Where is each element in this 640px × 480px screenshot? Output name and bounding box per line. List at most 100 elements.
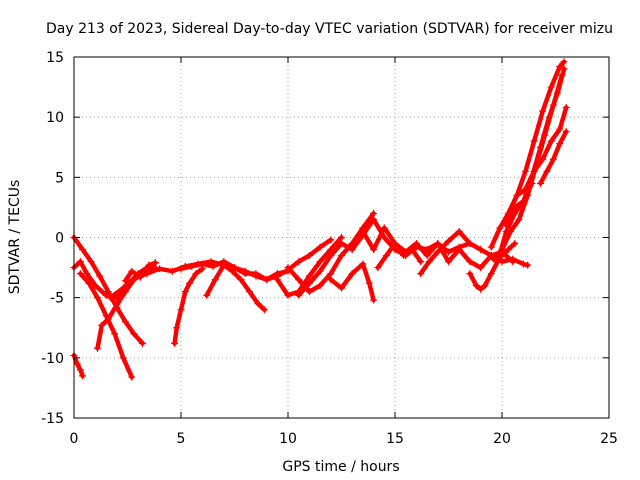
data-point-marker: [466, 240, 474, 248]
data-point-marker: [91, 282, 99, 290]
data-point-marker: [370, 246, 378, 254]
data-point-marker: [434, 248, 442, 256]
data-point-marker: [327, 252, 335, 260]
data-point-marker: [496, 224, 504, 232]
series-line: [172, 266, 205, 346]
data-point-marker: [547, 137, 555, 145]
data-point-marker: [408, 246, 416, 254]
data-point-marker: [477, 285, 485, 293]
data-point-marker: [423, 252, 431, 260]
data-point-marker: [543, 167, 551, 175]
data-point-marker: [434, 240, 442, 248]
data-point-marker: [380, 224, 388, 232]
data-point-marker: [177, 306, 185, 314]
data-point-marker: [487, 270, 495, 278]
data-point-marker: [549, 155, 557, 163]
data-point-marker: [365, 279, 373, 287]
series-line: [328, 261, 376, 303]
data-point-marker: [370, 296, 378, 304]
data-point-marker: [220, 258, 228, 266]
data-point-marker: [477, 264, 485, 272]
data-point-marker: [96, 272, 104, 280]
data-point-marker: [113, 301, 121, 309]
data-point-marker: [524, 261, 532, 269]
data-point-marker: [85, 279, 93, 287]
data-point-marker: [528, 179, 536, 187]
data-point-marker: [254, 300, 262, 308]
data-point-marker: [348, 270, 356, 278]
data-point-marker: [338, 240, 345, 248]
data-point-marker: [560, 65, 568, 73]
data-point-marker: [455, 227, 463, 235]
data-point-marker: [530, 137, 538, 145]
series-line: [418, 229, 530, 276]
data-point-marker: [87, 258, 95, 266]
data-point-marker: [295, 291, 303, 299]
series-line: [204, 262, 267, 312]
y-tick-label: -15: [41, 411, 64, 427]
x-axis-label: GPS time / hours: [282, 459, 399, 475]
data-point-marker: [412, 240, 420, 248]
y-tick-label: 15: [46, 50, 64, 66]
data-series: [76, 270, 136, 381]
x-tick-label: 0: [70, 431, 79, 447]
data-point-marker: [316, 267, 324, 275]
data-point-marker: [203, 291, 211, 299]
data-point-marker: [104, 315, 112, 323]
x-tick-label: 5: [177, 431, 186, 447]
data-series: [327, 260, 378, 304]
data-point-marker: [76, 270, 84, 278]
data-point-marker: [502, 221, 510, 229]
data-point-marker: [168, 267, 176, 275]
data-point-marker: [327, 276, 335, 284]
data-point-marker: [562, 104, 570, 112]
data-point-marker: [370, 209, 378, 217]
data-point-marker: [94, 344, 102, 352]
x-tick-label: 25: [600, 431, 618, 447]
data-series: [417, 227, 532, 278]
data-point-marker: [327, 270, 335, 278]
data-point-marker: [186, 279, 194, 287]
data-point-marker: [231, 264, 238, 272]
series-line: [375, 241, 423, 270]
data-point-marker: [192, 270, 200, 278]
data-point-marker: [537, 179, 545, 187]
data-point-marker: [305, 252, 313, 260]
data-point-marker: [121, 318, 129, 326]
data-point-marker: [519, 197, 527, 205]
data-point-marker: [316, 282, 324, 290]
data-point-marker: [171, 339, 179, 347]
x-tick-label: 10: [279, 431, 297, 447]
data-series: [537, 128, 570, 187]
data-point-marker: [370, 215, 378, 223]
data-point-marker: [522, 167, 530, 175]
data-point-marker: [507, 227, 515, 235]
data-point-marker: [511, 203, 519, 211]
data-point-marker: [489, 255, 497, 263]
data-series: [121, 259, 159, 285]
data-point-marker: [316, 258, 324, 266]
data-point-marker: [119, 284, 127, 292]
data-series: [502, 179, 536, 229]
data-point-marker: [558, 71, 566, 79]
data-point-marker: [477, 246, 485, 254]
series-line: [504, 181, 535, 228]
data-point-marker: [260, 306, 268, 314]
data-point-marker: [338, 234, 345, 241]
data-point-marker: [130, 330, 138, 338]
data-point-marker: [549, 101, 557, 109]
data-point-marker: [83, 270, 91, 278]
y-tick-label: -5: [50, 291, 64, 307]
data-point-marker: [94, 294, 102, 302]
data-point-marker: [348, 246, 356, 254]
data-point-marker: [530, 167, 538, 175]
data-point-marker: [541, 131, 549, 139]
data-point-marker: [106, 294, 114, 302]
data-point-marker: [511, 240, 519, 248]
data-point-marker: [237, 276, 245, 284]
data-point-marker: [560, 58, 568, 66]
chart-title: Day 213 of 2023, Sidereal Day-to-day VTE…: [46, 21, 613, 37]
data-point-marker: [79, 372, 87, 380]
data-series: [284, 209, 378, 296]
